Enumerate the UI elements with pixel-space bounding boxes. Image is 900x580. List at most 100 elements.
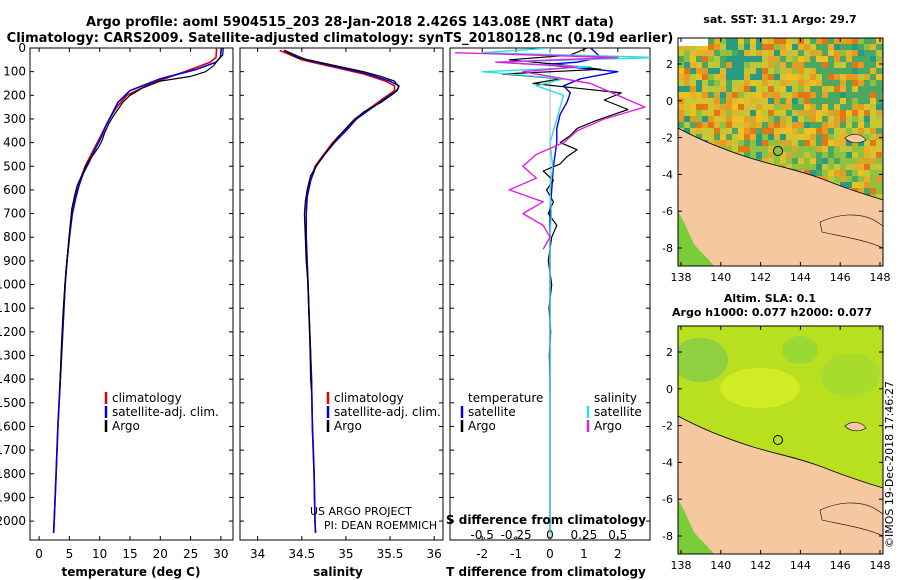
sst-cell bbox=[756, 92, 762, 98]
sst-cell bbox=[792, 62, 798, 68]
x-tick-label: 25 bbox=[183, 547, 198, 561]
sst-cell bbox=[720, 92, 726, 98]
sst-cell bbox=[768, 56, 774, 62]
sst-cell bbox=[726, 98, 732, 104]
sst-cell bbox=[774, 44, 780, 50]
sst-cell bbox=[786, 50, 792, 56]
sst-cell bbox=[708, 56, 714, 62]
sst-cell bbox=[786, 38, 792, 44]
sst-cell bbox=[828, 164, 834, 170]
depth-tick-label: 500 bbox=[3, 159, 26, 173]
sst-cell bbox=[678, 104, 684, 110]
sst-cell bbox=[684, 92, 690, 98]
sst-cell bbox=[816, 146, 822, 152]
sst-cell bbox=[702, 56, 708, 62]
sst-cell bbox=[786, 116, 792, 122]
sst-cell bbox=[756, 128, 762, 134]
sst-cell bbox=[852, 92, 858, 98]
sst-cell bbox=[732, 134, 738, 140]
sst-cell bbox=[714, 80, 720, 86]
sst-cell bbox=[858, 92, 864, 98]
sst-cell bbox=[810, 134, 816, 140]
depth-tick-label: 1500 bbox=[0, 396, 26, 410]
sst-cell bbox=[744, 98, 750, 104]
sst-cell bbox=[846, 56, 852, 62]
sst-cell bbox=[768, 110, 774, 116]
sst-cell bbox=[768, 116, 774, 122]
sst-cell bbox=[768, 38, 774, 44]
sst-cell bbox=[858, 86, 864, 92]
sst-cell bbox=[768, 86, 774, 92]
sst-cell bbox=[846, 182, 852, 188]
sst-cell bbox=[846, 62, 852, 68]
sst-cell bbox=[798, 110, 804, 116]
sst-cell bbox=[822, 92, 828, 98]
sst-map-axes: 138 140 142 144 146 148 2 0 -2 -4 -6 -8 bbox=[662, 38, 891, 284]
sst-cell bbox=[744, 128, 750, 134]
sst-cell bbox=[690, 110, 696, 116]
sst-cell bbox=[876, 128, 882, 134]
sst-cell bbox=[864, 86, 870, 92]
sst-cell bbox=[732, 122, 738, 128]
sst-cell bbox=[876, 110, 882, 116]
sst-cell bbox=[804, 140, 810, 146]
sst-cell bbox=[750, 134, 756, 140]
sst-cell bbox=[708, 104, 714, 110]
sst-cell bbox=[798, 152, 804, 158]
sst-cell bbox=[804, 98, 810, 104]
legend-t-satellite-label: satellite bbox=[468, 405, 516, 419]
sst-cell bbox=[810, 38, 816, 44]
series-line-t-argo bbox=[501, 48, 629, 391]
sst-cell bbox=[864, 122, 870, 128]
sst-cell bbox=[870, 50, 876, 56]
sst-cell bbox=[846, 80, 852, 86]
sst-cell bbox=[786, 122, 792, 128]
s-difference-tick-label: -0.5 bbox=[470, 528, 493, 542]
sst-cell bbox=[822, 56, 828, 62]
sst-cell bbox=[792, 164, 798, 170]
sst-cell bbox=[876, 68, 882, 74]
sst-cell bbox=[840, 182, 846, 188]
x-tick-label: 30 bbox=[213, 547, 228, 561]
sst-cell bbox=[732, 50, 738, 56]
sst-cell bbox=[840, 110, 846, 116]
sst-cell bbox=[768, 80, 774, 86]
sst-cell bbox=[732, 98, 738, 104]
sst-cell bbox=[738, 68, 744, 74]
sst-cell bbox=[774, 68, 780, 74]
sst-cell bbox=[738, 80, 744, 86]
sst-cell bbox=[810, 92, 816, 98]
sst-cell bbox=[828, 134, 834, 140]
sst-cell bbox=[768, 68, 774, 74]
sst-cell bbox=[804, 62, 810, 68]
sst-cell bbox=[870, 158, 876, 164]
sst-cell bbox=[690, 92, 696, 98]
sst-cell bbox=[792, 128, 798, 134]
sst-cell bbox=[852, 122, 858, 128]
sst-cell bbox=[690, 44, 696, 50]
x-tick-label: 0 bbox=[546, 547, 554, 561]
sst-cell bbox=[834, 176, 840, 182]
sst-cell bbox=[696, 68, 702, 74]
sst-cell bbox=[852, 128, 858, 134]
sst-cell bbox=[840, 44, 846, 50]
sst-cell bbox=[750, 92, 756, 98]
sst-cell bbox=[810, 44, 816, 50]
x-tick-label: 10 bbox=[92, 547, 107, 561]
sst-cell bbox=[714, 134, 720, 140]
sst-cell bbox=[720, 68, 726, 74]
sst-cell bbox=[840, 164, 846, 170]
sst-cell bbox=[792, 158, 798, 164]
sst-cell bbox=[744, 122, 750, 128]
sst-cell bbox=[708, 122, 714, 128]
sst-cell bbox=[720, 62, 726, 68]
sst-cell bbox=[846, 38, 852, 44]
sst-cell bbox=[792, 98, 798, 104]
sla-anomaly-east bbox=[820, 353, 880, 397]
sst-cell bbox=[678, 62, 684, 68]
sst-cell bbox=[702, 86, 708, 92]
sst-cell bbox=[792, 104, 798, 110]
sst-cell bbox=[876, 194, 882, 200]
sst-cell bbox=[810, 50, 816, 56]
sst-southern-island bbox=[819, 214, 883, 249]
